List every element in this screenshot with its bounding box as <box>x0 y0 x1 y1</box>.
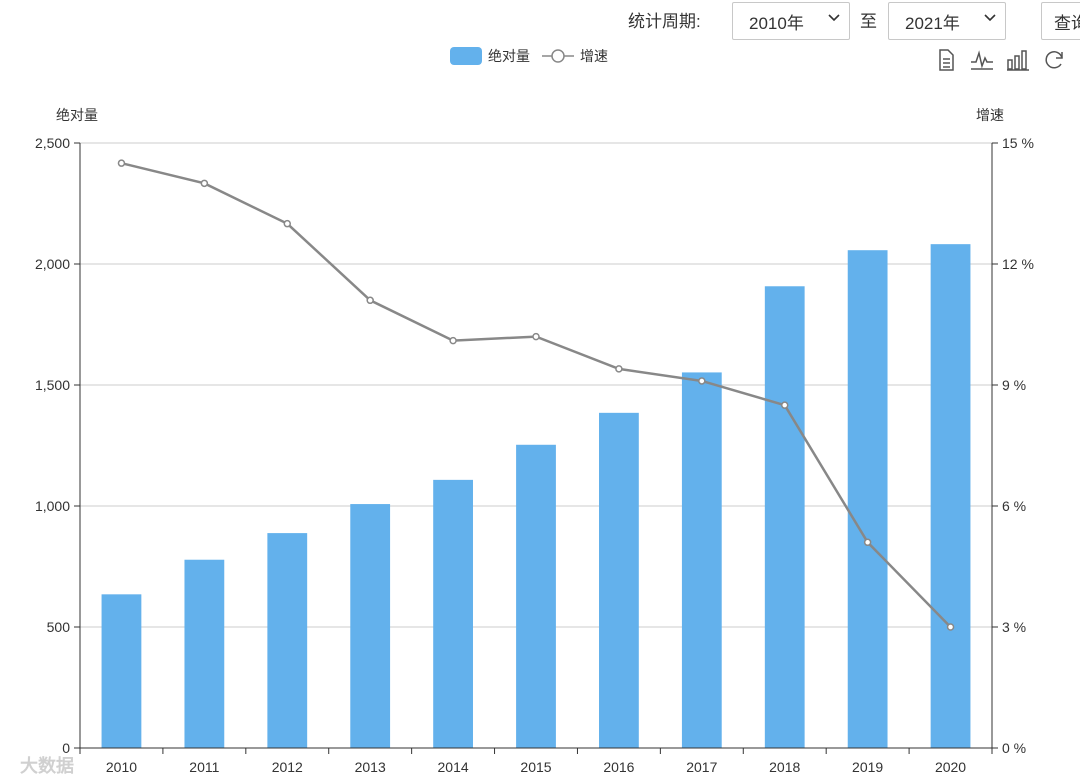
line-point <box>615 365 623 373</box>
bar <box>847 250 888 748</box>
y-axis-label-right: 增速 <box>976 107 1004 123</box>
x-tick-label: 2020 <box>935 759 966 775</box>
bar <box>267 533 308 748</box>
legend-item-growth[interactable]: 增速 <box>530 46 608 66</box>
query-button[interactable]: 查询 <box>1041 2 1080 40</box>
y-tick-label-right: 15 % <box>1002 135 1034 151</box>
y-tick-label-right: 12 % <box>1002 256 1034 272</box>
x-tick-label: 2013 <box>355 759 386 775</box>
line-point <box>532 332 540 341</box>
line-point <box>780 401 789 409</box>
period-to-select[interactable]: 2021年 <box>888 2 1006 40</box>
line-point <box>946 623 955 631</box>
legend-line-label: 增速 <box>580 48 608 64</box>
legend-bar-swatch <box>450 47 482 65</box>
restore-icon[interactable] <box>1042 48 1066 72</box>
legend-bar-label: 绝对量 <box>488 48 530 64</box>
period-from-select[interactable]: 2010年 <box>732 2 850 40</box>
line-point <box>200 179 209 188</box>
x-tick-label: 2010 <box>106 759 137 775</box>
x-tick-label: 2019 <box>852 759 883 775</box>
bar <box>350 504 391 748</box>
line-point <box>283 219 292 228</box>
x-tick-label: 2014 <box>438 759 469 775</box>
chevron-down-icon <box>828 14 840 22</box>
bar <box>184 559 225 748</box>
bar <box>433 479 473 748</box>
y-tick-label-right: 9 % <box>1002 377 1026 393</box>
bar <box>764 286 805 748</box>
chart-legend: 绝对量 增速 <box>450 44 608 68</box>
bar <box>101 594 142 748</box>
line-chart-icon[interactable] <box>970 48 994 72</box>
x-tick-label: 2018 <box>769 759 800 775</box>
y-tick-label-left: 1,000 <box>35 498 70 514</box>
x-tick-label: 2015 <box>520 759 551 775</box>
legend-item-absolute[interactable]: 绝对量 <box>450 46 530 66</box>
bar-chart-icon[interactable] <box>1006 48 1030 72</box>
line-point <box>366 296 374 305</box>
bar <box>516 444 556 748</box>
line-point <box>698 377 706 385</box>
line-point <box>117 159 126 167</box>
y-tick-label-right: 6 % <box>1002 498 1026 514</box>
line-point <box>863 538 872 547</box>
period-from-value: 2010年 <box>749 13 804 33</box>
y-tick-label-left: 500 <box>47 619 71 635</box>
bar <box>930 244 971 748</box>
legend-line-symbol <box>542 49 574 63</box>
x-tick-label: 2016 <box>603 759 634 775</box>
chevron-down-icon <box>984 14 996 22</box>
bar <box>681 372 722 748</box>
y-tick-label-right: 0 % <box>1002 740 1026 756</box>
y-tick-label-left: 2,500 <box>35 135 70 151</box>
y-tick-label-left: 1,500 <box>35 377 70 393</box>
y-tick-label-left: 2,000 <box>35 256 70 272</box>
y-tick-label-left: 0 <box>62 740 70 756</box>
to-label: 至 <box>860 12 877 31</box>
data-view-icon[interactable] <box>934 48 958 72</box>
x-tick-label: 2012 <box>272 759 303 775</box>
watermark: 大数据 <box>20 756 74 776</box>
period-to-value: 2021年 <box>905 13 960 33</box>
x-tick-label: 2017 <box>686 759 717 775</box>
bar <box>599 412 639 748</box>
chart-toolbox <box>934 48 1080 72</box>
period-label: 统计周期: <box>628 12 701 31</box>
line-point <box>449 336 457 345</box>
x-tick-label: 2011 <box>189 759 219 775</box>
y-axis-label-left: 绝对量 <box>56 107 98 123</box>
y-tick-label-right: 3 % <box>1002 619 1026 635</box>
